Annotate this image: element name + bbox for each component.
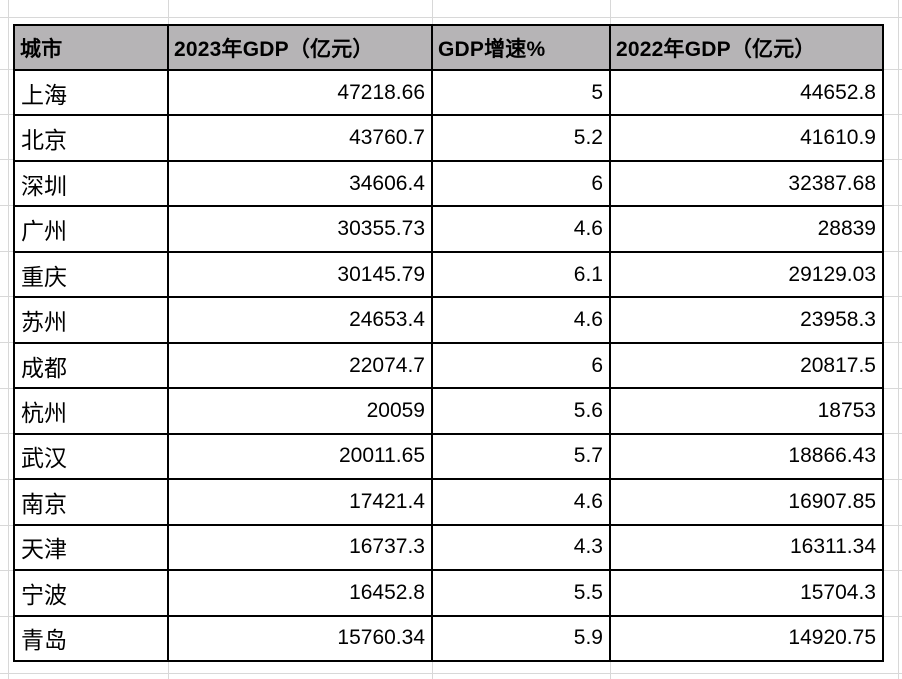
growth-cell[interactable]: 4.6 [433,298,611,342]
growth-cell[interactable]: 5 [433,71,611,115]
growth-cell[interactable]: 6 [433,343,611,388]
city-cell[interactable]: 苏州 [15,298,169,342]
growth-cell[interactable]: 4.6 [433,207,611,251]
city-cell[interactable]: 重庆 [15,252,169,297]
city-cell[interactable]: 武汉 [15,434,169,479]
gdp-2023-cell[interactable]: 34606.4 [169,161,433,206]
growth-cell[interactable]: 5.6 [433,389,611,433]
growth-cell[interactable]: 6 [433,161,611,206]
spreadsheet-gridline [898,0,899,679]
gdp-2023-cell[interactable]: 30355.73 [169,207,433,251]
table-row: 武汉 20011.65 5.7 18866.43 [15,434,882,481]
table-row: 深圳 34606.4 6 32387.68 [15,161,882,208]
gdp-2023-cell[interactable]: 20059 [169,389,433,433]
gdp-2023-cell[interactable]: 17421.4 [169,480,433,524]
table-row: 苏州 24653.4 4.6 23958.3 [15,298,882,344]
gdp-table: 城市 2023年GDP（亿元） GDP增速% 2022年GDP（亿元） 上海 4… [13,24,884,662]
table-row: 南京 17421.4 4.6 16907.85 [15,480,882,526]
city-cell[interactable]: 天津 [15,525,169,570]
table-row: 青岛 15760.34 5.9 14920.75 [15,616,882,661]
table-row: 广州 30355.73 4.6 28839 [15,207,882,253]
gdp-2023-cell[interactable]: 22074.7 [169,343,433,388]
gdp-2023-cell[interactable]: 24653.4 [169,298,433,342]
gdp-2022-cell[interactable]: 18866.43 [788,444,876,468]
table-row: 天津 16737.3 4.3 16311.34 [15,525,882,572]
gdp-2022-cell[interactable]: 15704.3 [800,580,876,604]
growth-cell[interactable]: 5.7 [433,434,611,479]
gdp-2023-cell[interactable]: 20011.65 [169,434,433,479]
growth-cell[interactable]: 5.9 [433,616,611,661]
gdp-2022-cell[interactable]: 23958.3 [800,308,876,332]
gdp-2022-cell[interactable]: 16907.85 [788,489,876,513]
table-row: 重庆 30145.79 6.1 29129.03 [15,252,882,299]
table-header-row: 城市 2023年GDP（亿元） GDP增速% 2022年GDP（亿元） [15,26,882,71]
city-cell[interactable]: 南京 [15,480,169,524]
gdp-2022-cell[interactable]: 41610.9 [800,126,876,150]
city-cell[interactable]: 杭州 [15,389,169,433]
city-cell[interactable]: 成都 [15,343,169,388]
growth-cell[interactable]: 6.1 [433,252,611,297]
gdp-2022-cell[interactable]: 44652.8 [800,80,876,104]
gdp-2022-cell[interactable]: 16311.34 [789,535,876,559]
gdp-2023-cell[interactable]: 30145.79 [169,252,433,297]
header-cell-gdp-2023[interactable]: 2023年GDP（亿元） [169,26,433,69]
header-cell-growth[interactable]: GDP增速% [433,26,611,69]
gdp-2022-cell[interactable]: 29129.03 [788,262,876,286]
city-cell[interactable]: 深圳 [15,161,169,206]
gdp-2023-cell[interactable]: 15760.34 [169,616,433,661]
gdp-2022-cell[interactable]: 20817.5 [800,353,876,377]
gdp-2022-cell[interactable]: 28839 [817,217,876,241]
spreadsheet-gridline [8,0,9,679]
city-cell[interactable]: 北京 [15,116,169,160]
city-cell[interactable]: 上海 [15,71,169,115]
spreadsheet-gridline [0,673,902,674]
header-cell-gdp-2022[interactable]: 2022年GDP（亿元） [616,37,816,61]
gdp-2023-cell[interactable]: 47218.66 [169,71,433,115]
table-row: 宁波 16452.8 5.5 15704.3 [15,571,882,617]
spreadsheet-gridline [0,17,902,18]
table-row: 成都 22074.7 6 20817.5 [15,343,882,390]
gdp-2023-cell[interactable]: 43760.7 [169,116,433,160]
growth-cell[interactable]: 4.3 [433,525,611,570]
table-row: 杭州 20059 5.6 18753 [15,389,882,435]
growth-cell[interactable]: 5.2 [433,116,611,160]
table-row: 北京 43760.7 5.2 41610.9 [15,116,882,162]
growth-cell[interactable]: 4.6 [433,480,611,524]
gdp-2022-cell[interactable]: 14920.75 [788,626,876,650]
city-cell[interactable]: 宁波 [15,571,169,615]
city-cell[interactable]: 广州 [15,207,169,251]
gdp-2022-cell[interactable]: 18753 [817,399,876,423]
gdp-2022-cell[interactable]: 32387.68 [788,171,876,195]
growth-cell[interactable]: 5.5 [433,571,611,615]
gdp-2023-cell[interactable]: 16737.3 [169,525,433,570]
header-cell-city[interactable]: 城市 [15,26,169,69]
table-row: 上海 47218.66 5 44652.8 [15,71,882,117]
gdp-2023-cell[interactable]: 16452.8 [169,571,433,615]
city-cell[interactable]: 青岛 [15,616,169,661]
